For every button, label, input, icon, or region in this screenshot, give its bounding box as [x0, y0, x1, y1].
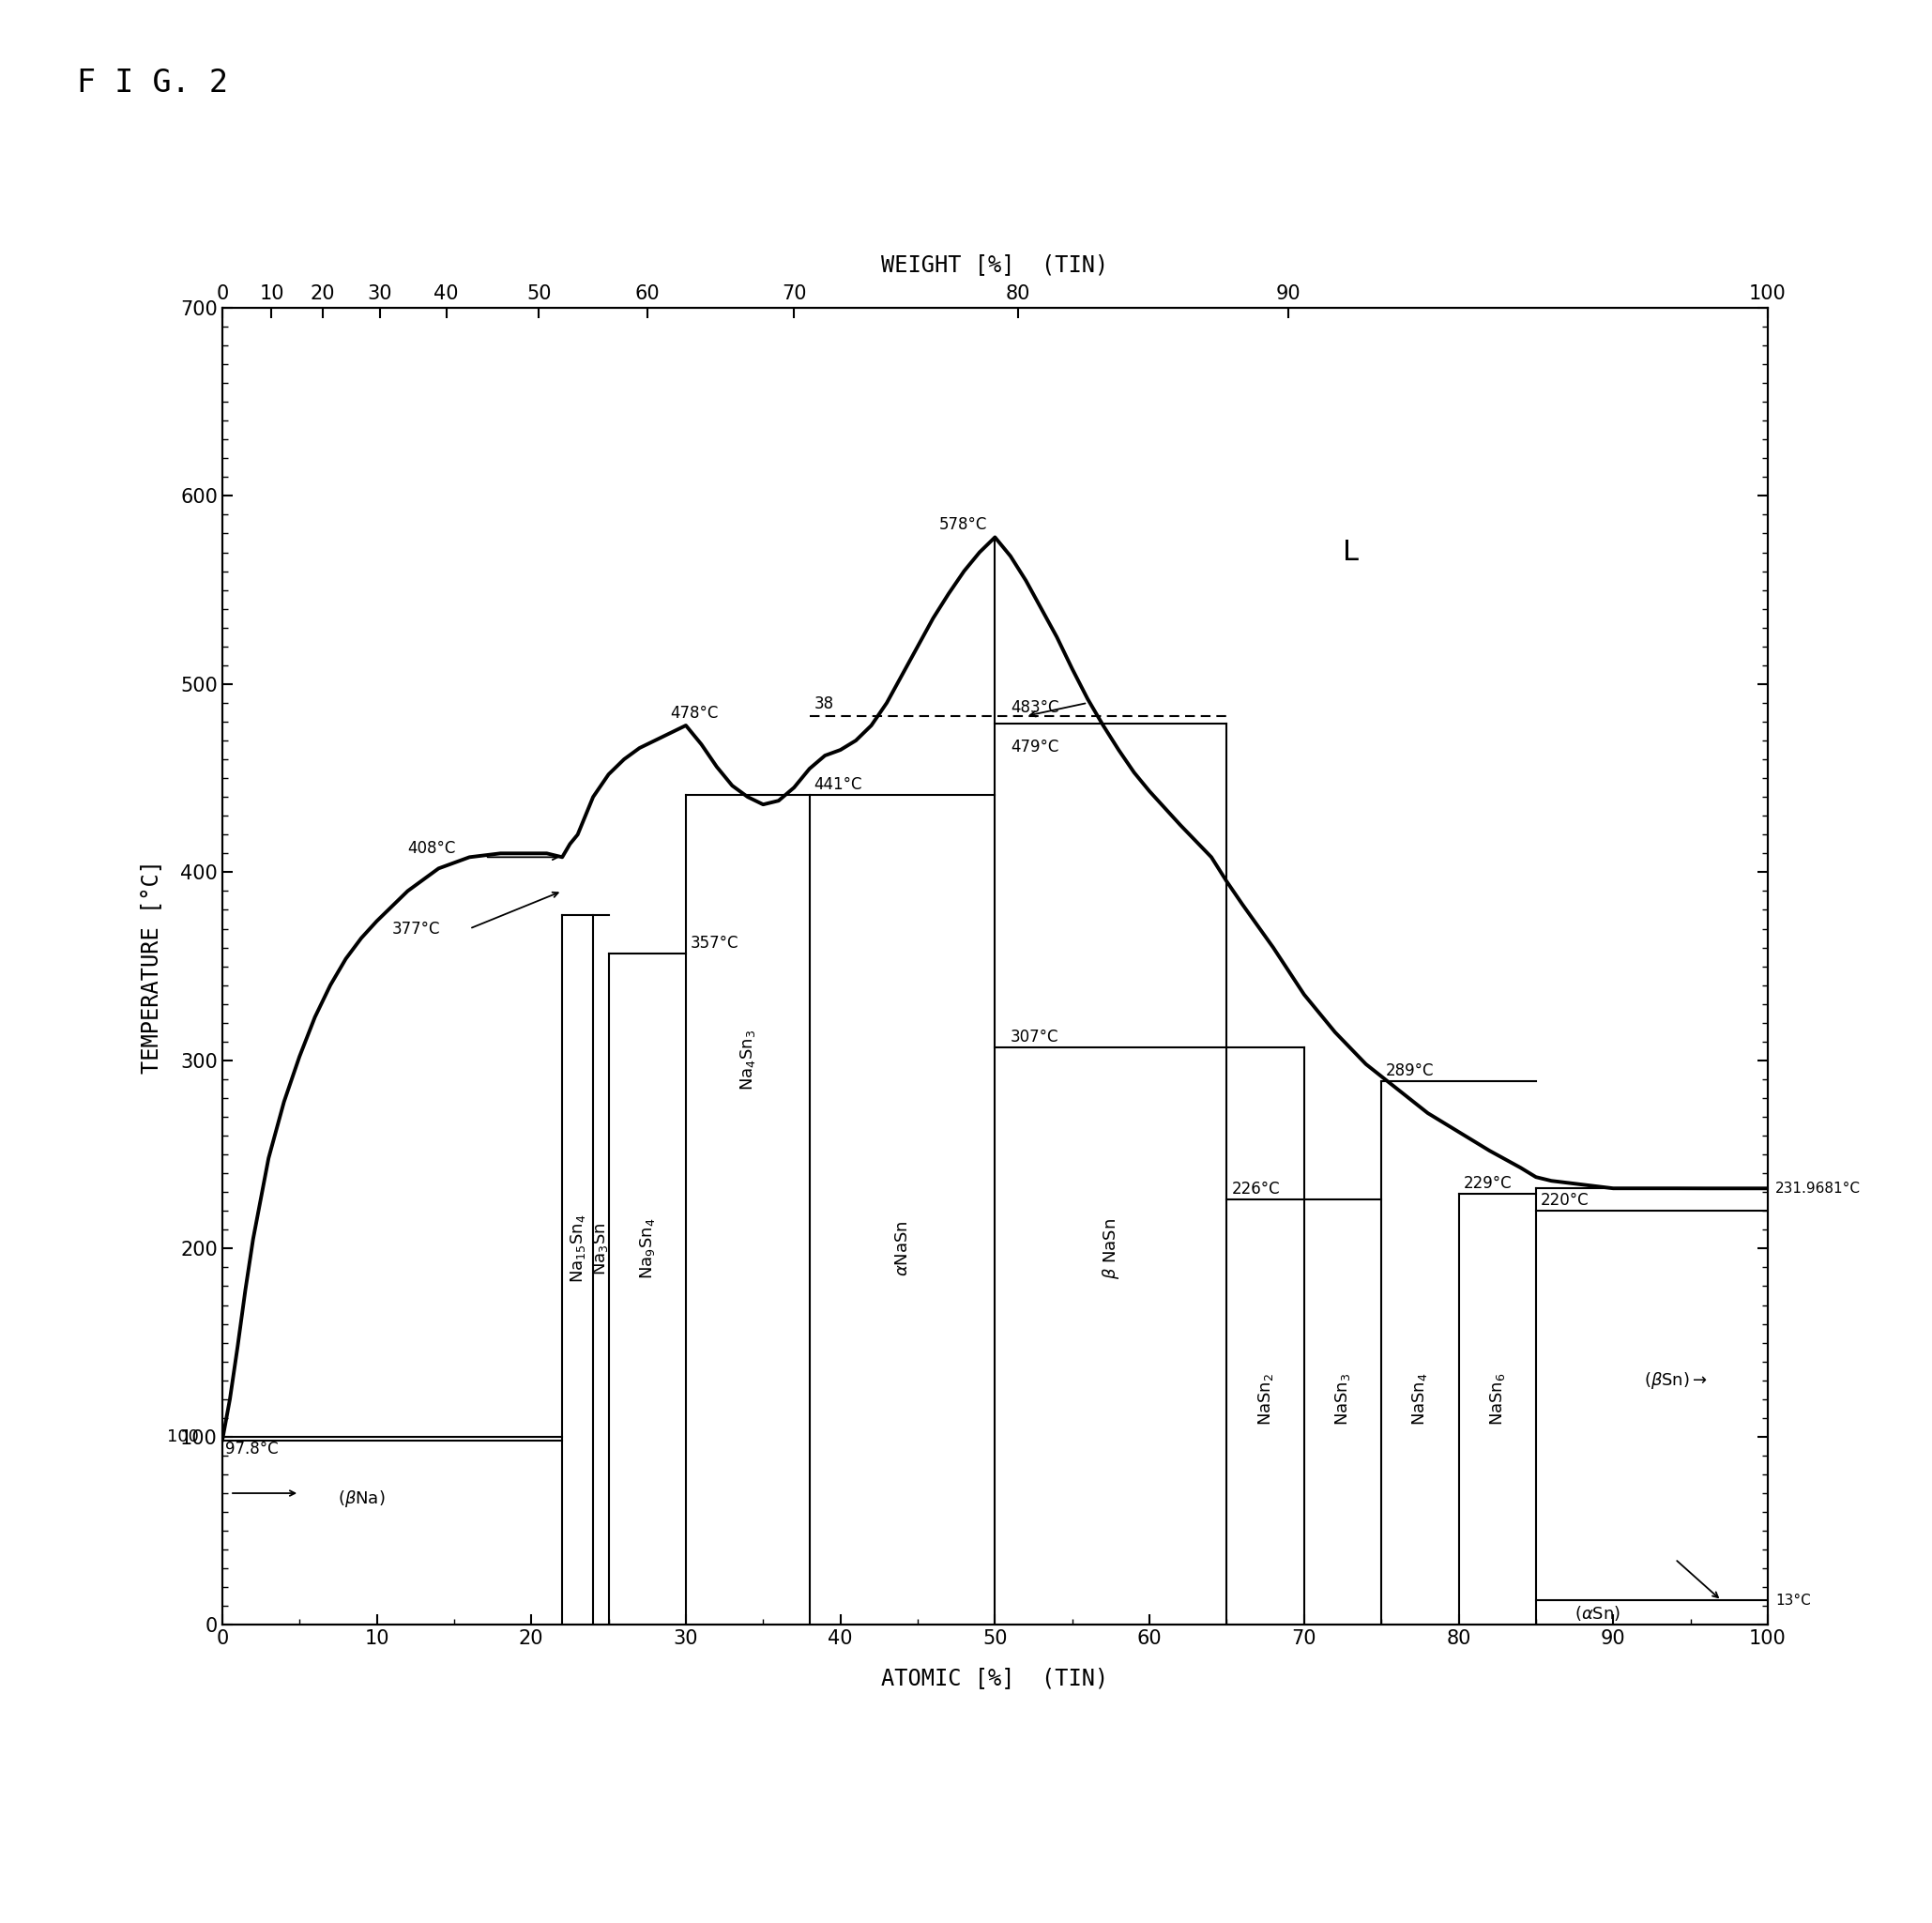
Text: Na$_{15}$Sn$_4$: Na$_{15}$Sn$_4$ — [568, 1213, 587, 1283]
Text: F I G. 2: F I G. 2 — [77, 67, 228, 98]
X-axis label: ATOMIC [%]  (TIN): ATOMIC [%] (TIN) — [881, 1667, 1109, 1688]
Text: 13°C: 13°C — [1776, 1594, 1810, 1608]
Text: 441°C: 441°C — [813, 777, 862, 792]
Text: L: L — [1343, 538, 1358, 565]
Text: 307°C: 307°C — [1010, 1029, 1059, 1046]
Text: Na$_4$Sn$_3$: Na$_4$Sn$_3$ — [738, 1031, 757, 1090]
Text: Na$_3$Sn: Na$_3$Sn — [591, 1223, 611, 1275]
Text: NaSn$_4$: NaSn$_4$ — [1410, 1373, 1430, 1425]
Text: NaSn$_2$: NaSn$_2$ — [1256, 1373, 1275, 1425]
Y-axis label: TEMPERATURE [°C]: TEMPERATURE [°C] — [139, 860, 162, 1073]
Text: 408°C: 408°C — [408, 840, 456, 858]
X-axis label: WEIGHT [%]  (TIN): WEIGHT [%] (TIN) — [881, 254, 1109, 277]
Text: 100: 100 — [168, 1429, 199, 1446]
Text: 478°C: 478°C — [670, 706, 719, 721]
Text: 479°C: 479°C — [1010, 738, 1059, 756]
Text: $\alpha$NaSn: $\alpha$NaSn — [895, 1221, 910, 1277]
Text: 38: 38 — [813, 696, 835, 712]
Text: 220°C: 220°C — [1540, 1192, 1588, 1210]
Text: Na$_9$Sn$_4$: Na$_9$Sn$_4$ — [638, 1217, 657, 1279]
Text: 377°C: 377°C — [392, 921, 440, 937]
Text: ($\beta$Na): ($\beta$Na) — [338, 1488, 384, 1510]
Text: ($\beta$Sn)$\rightarrow$: ($\beta$Sn)$\rightarrow$ — [1644, 1369, 1708, 1390]
Text: 97.8°C: 97.8°C — [226, 1440, 278, 1458]
Text: ($\alpha$Sn): ($\alpha$Sn) — [1575, 1604, 1621, 1623]
Text: NaSn$_6$: NaSn$_6$ — [1488, 1373, 1507, 1425]
Text: NaSn$_3$: NaSn$_3$ — [1333, 1373, 1352, 1425]
Text: 226°C: 226°C — [1231, 1181, 1279, 1198]
Text: $\beta$ NaSn: $\beta$ NaSn — [1101, 1217, 1121, 1279]
Text: 578°C: 578°C — [939, 517, 987, 533]
Text: 229°C: 229°C — [1463, 1175, 1511, 1192]
Text: 357°C: 357°C — [690, 935, 738, 952]
Text: 231.9681°C: 231.9681°C — [1776, 1181, 1861, 1196]
Text: 483°C: 483°C — [1010, 700, 1059, 715]
Text: 289°C: 289°C — [1385, 1061, 1434, 1079]
